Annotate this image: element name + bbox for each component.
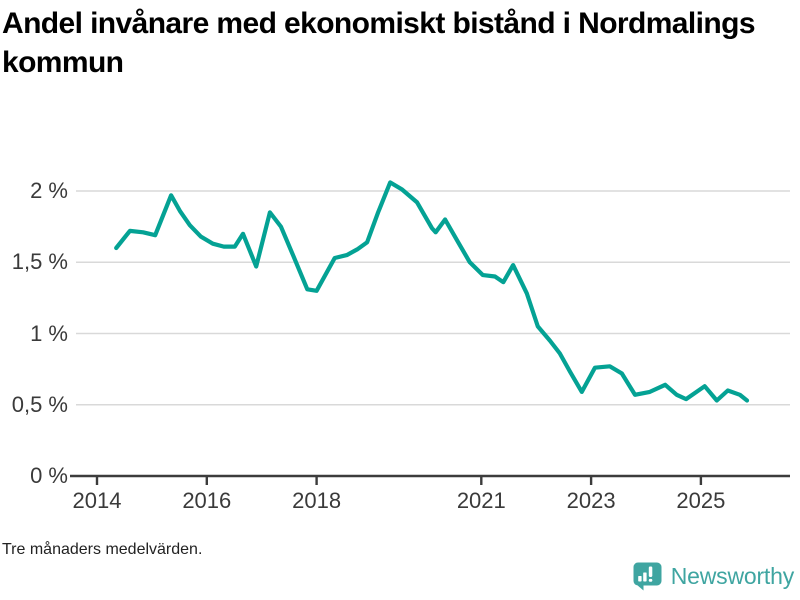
y-tick-label: 1,5 %	[11, 249, 68, 275]
brand-name: Newsworthy	[670, 562, 794, 589]
y-tick-label: 0 %	[30, 463, 68, 488]
bar-chart-speech-bubble-icon	[633, 562, 662, 591]
newsworthy-logo: Newsworthy	[631, 560, 794, 592]
chart-footnote: Tre månaders medelvärden.	[2, 541, 203, 558]
x-tick-label: 2025	[676, 488, 726, 513]
chart-title: Andel invånare med ekonomiskt bistånd i …	[2, 7, 756, 79]
x-tick-label: 2016	[182, 488, 232, 513]
x-tick-label: 2021	[456, 488, 506, 513]
x-tick-label: 2023	[566, 488, 616, 513]
y-tick-label: 0,5 %	[11, 391, 68, 417]
y-tick-label: 1 %	[30, 320, 68, 346]
data-line	[114, 180, 750, 403]
x-tick-label: 2018	[292, 488, 342, 513]
y-tick-label: 2 %	[30, 178, 68, 203]
x-tick-label: 2014	[72, 488, 122, 513]
